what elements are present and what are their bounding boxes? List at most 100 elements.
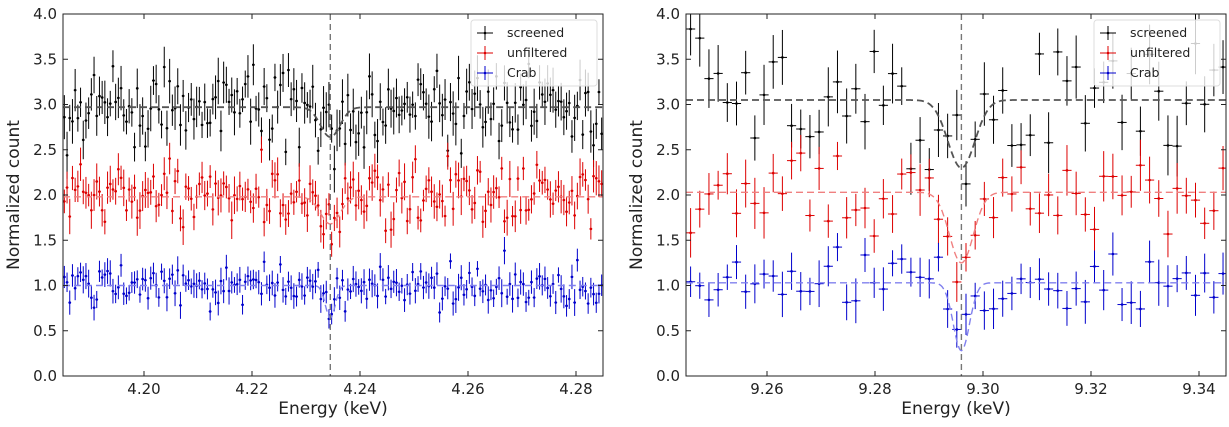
data-point — [168, 157, 171, 160]
panel-right: 0.0 0.5 1.0 1.5 2.0 2.5 3.0 3.5 4.0 9.26 9.28 9.30 9… — [627, 5, 1227, 419]
data-point — [416, 216, 420, 220]
data-point — [589, 130, 593, 133]
data-point — [1185, 271, 1188, 275]
data-point — [1056, 289, 1060, 292]
data-point — [918, 276, 922, 279]
x-tick-label: 4.24 — [343, 380, 376, 398]
data-point — [92, 306, 96, 309]
data-point — [368, 278, 371, 281]
data-point — [268, 209, 271, 213]
data-point — [845, 301, 848, 304]
data-point — [63, 200, 66, 203]
data-point — [324, 290, 328, 294]
data-point — [468, 189, 471, 192]
data-point — [909, 270, 913, 274]
data-point — [1139, 307, 1142, 311]
data-point — [1157, 197, 1161, 200]
data-point — [983, 92, 986, 96]
data-point — [1166, 232, 1170, 236]
series-screened — [63, 44, 603, 193]
data-point — [157, 203, 161, 207]
data-point — [586, 197, 590, 201]
data-point — [1102, 288, 1105, 292]
data-point — [365, 111, 369, 114]
data-point — [392, 109, 396, 113]
data-point — [473, 294, 477, 298]
data-point — [1065, 79, 1069, 83]
data-point — [381, 278, 385, 282]
data-point — [308, 182, 312, 186]
data-point — [1221, 65, 1225, 69]
data-point — [538, 275, 541, 278]
data-point — [162, 172, 166, 176]
data-point — [462, 114, 466, 118]
data-point — [1065, 169, 1069, 172]
data-point — [497, 195, 501, 199]
data-point — [946, 235, 949, 238]
data-point — [203, 100, 207, 104]
data-point — [817, 130, 821, 134]
data-point — [106, 269, 109, 273]
data-point — [144, 188, 147, 192]
data-point — [81, 278, 85, 282]
data-point — [735, 102, 738, 105]
data-point — [586, 302, 590, 305]
data-point — [955, 280, 959, 284]
data-point — [157, 296, 161, 299]
data-point — [179, 304, 182, 307]
data-point — [206, 287, 209, 291]
data-point — [427, 178, 431, 182]
data-point — [1212, 209, 1216, 213]
data-point — [395, 188, 398, 192]
x-tick-label: 4.28 — [559, 380, 592, 398]
legend: screened unfiltered Crab — [470, 19, 598, 87]
data-point — [130, 111, 134, 114]
data-point — [432, 286, 436, 289]
data-point — [376, 175, 379, 179]
legend-label: unfiltered — [507, 45, 567, 60]
data-point — [535, 277, 539, 280]
data-point — [400, 284, 404, 288]
y-tick-label: 3.0 — [656, 96, 680, 114]
data-point — [716, 72, 720, 75]
data-point — [1175, 187, 1179, 190]
data-point — [900, 257, 904, 261]
data-point — [882, 197, 885, 201]
data-point — [192, 215, 196, 219]
data-point — [707, 298, 711, 302]
data-point — [484, 120, 487, 124]
data-point — [152, 271, 155, 275]
data-point — [284, 150, 288, 154]
data-point — [295, 295, 298, 298]
data-point — [524, 300, 528, 304]
panel-left: 0.0 0.5 1.0 1.5 2.0 2.5 3.0 3.5 4.0 4.20 4.22 4.24 4… — [4, 5, 604, 419]
data-point — [273, 294, 277, 297]
data-point — [354, 140, 358, 144]
data-point — [135, 87, 139, 90]
data-point — [387, 276, 390, 280]
data-point — [937, 217, 940, 221]
data-point — [408, 113, 412, 116]
data-point — [900, 84, 904, 88]
data-point — [168, 277, 171, 281]
data-point — [891, 72, 894, 75]
legend-box — [1093, 19, 1221, 87]
data-point — [270, 172, 274, 176]
data-point — [76, 116, 80, 120]
data-point — [160, 193, 163, 197]
data-point — [508, 121, 512, 124]
data-point — [538, 179, 541, 182]
data-point — [554, 108, 558, 111]
data-point — [203, 194, 207, 197]
y-tick-label: 3.0 — [33, 96, 57, 114]
data-point — [964, 313, 968, 316]
data-point — [790, 124, 793, 127]
data-point — [937, 128, 940, 132]
data-point — [303, 294, 306, 297]
data-point — [882, 287, 885, 291]
data-point — [918, 188, 922, 192]
data-point — [119, 176, 123, 180]
data-point — [462, 177, 466, 181]
data-point — [562, 198, 566, 202]
data-point — [227, 289, 231, 293]
